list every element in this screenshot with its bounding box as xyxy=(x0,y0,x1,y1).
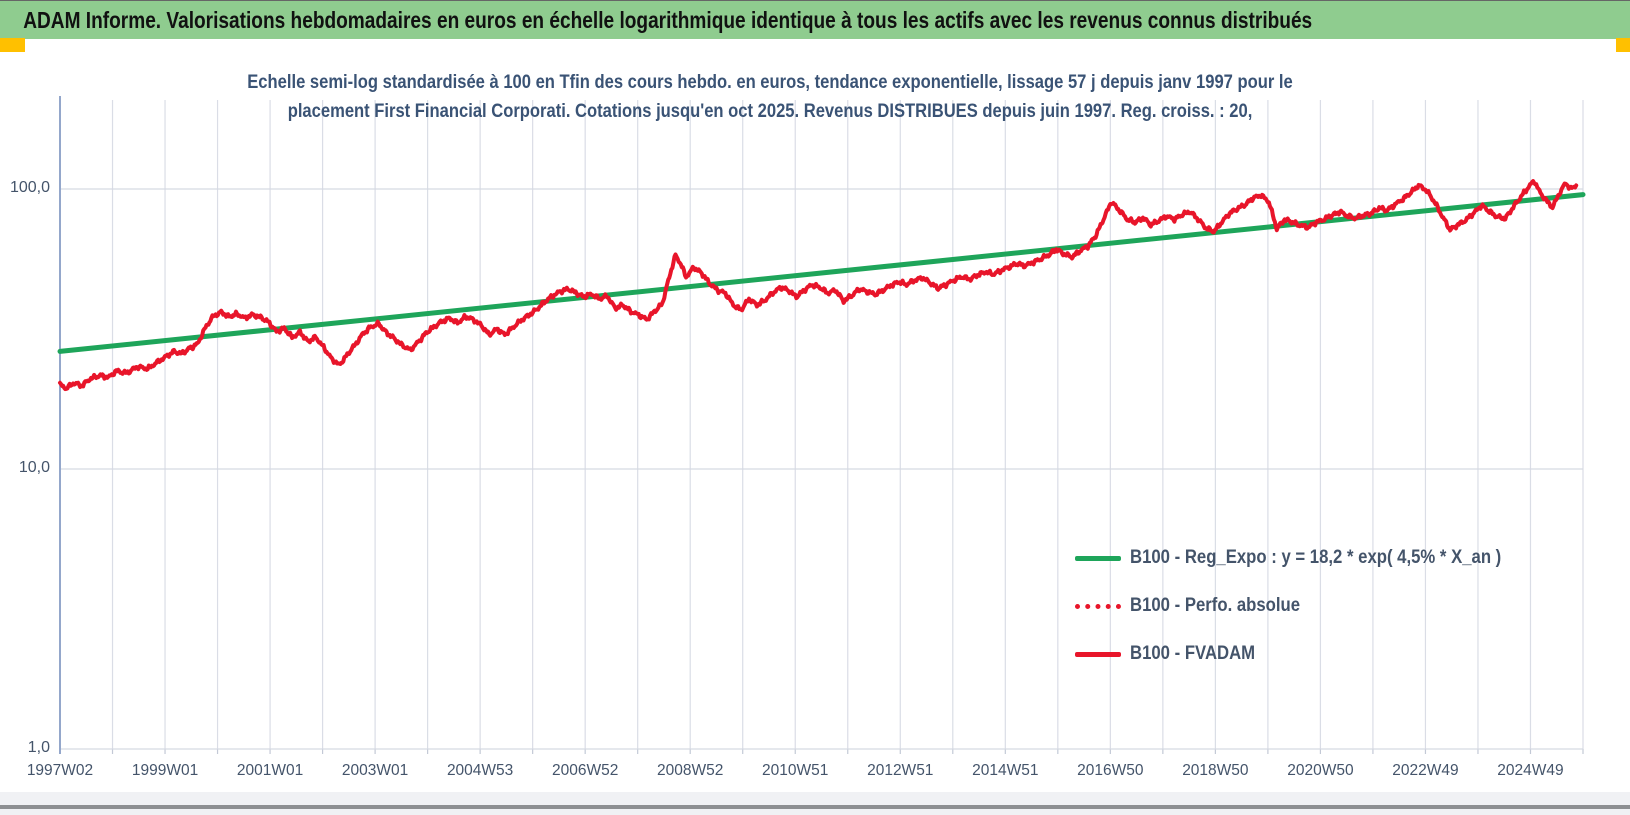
x-tick-label: 2014W51 xyxy=(972,762,1039,779)
chart-area[interactable]: Echelle semi-log standardisée à 100 en T… xyxy=(0,52,1630,792)
title-banner: ADAM Informe. Valorisations hebdomadaire… xyxy=(0,0,1630,39)
chart-title: Echelle semi-log standardisée à 100 en T… xyxy=(30,68,1510,126)
x-tick-label: 1997W02 xyxy=(26,762,94,779)
x-tick-label: 2022W49 xyxy=(1392,762,1459,779)
legend-item[interactable]: B100 - Perfo. absolue xyxy=(1075,582,1552,630)
x-tick-label: 2020W50 xyxy=(1287,762,1354,779)
x-tick-label: 2024W49 xyxy=(1497,762,1564,779)
x-tick-label: 2012W51 xyxy=(867,762,934,779)
x-tick-label: 2008W52 xyxy=(657,762,724,779)
x-tick-label: 2006W52 xyxy=(551,762,619,779)
x-axis-labels: 1997W02 1999W01 2001W01 2003W01 2004W53 2006W… xyxy=(0,762,1630,788)
legend-item[interactable]: B100 - Reg_Expo : y = 18,2 * exp( 4,5% *… xyxy=(1075,534,1552,582)
series-fvadam-line xyxy=(58,179,1579,392)
legend-dotted-line-icon xyxy=(1075,603,1121,609)
legend-solid-line-icon xyxy=(1075,555,1121,561)
series-reg-expo-line xyxy=(57,192,1586,354)
yellow-accent-left-icon xyxy=(0,38,25,52)
x-tick-label: 2016W50 xyxy=(1077,762,1144,779)
legend-solid-line-icon xyxy=(1075,651,1121,657)
legend-label: B100 - Perfo. absolue xyxy=(1130,595,1301,616)
y-tick-label: 100,0 xyxy=(9,179,50,196)
bottom-strip xyxy=(0,792,1630,815)
y-axis-labels: 1,0 10,0 100,0 xyxy=(0,0,52,815)
chart-legend[interactable]: B100 - Reg_Expo : y = 18,2 * exp( 4,5% *… xyxy=(1075,534,1552,678)
x-tick-label: 2001W01 xyxy=(236,762,304,779)
yellow-accent-right-icon xyxy=(1616,38,1630,52)
window-bottom-border xyxy=(0,805,1630,809)
page-title: ADAM Informe. Valorisations hebdomadaire… xyxy=(23,6,1313,33)
x-tick-label: 2018W50 xyxy=(1182,762,1249,779)
legend-label: B100 - Reg_Expo : y = 18,2 * exp( 4,5% *… xyxy=(1130,547,1502,568)
chart-title-line1: Echelle semi-log standardisée à 100 en T… xyxy=(247,71,1293,93)
x-tick-label: 2010W51 xyxy=(762,762,829,779)
chart-title-line2: placement First Financial Corporati. Cot… xyxy=(287,100,1253,122)
legend-item[interactable]: B100 - FVADAM xyxy=(1075,630,1552,678)
x-tick-label: 2004W53 xyxy=(446,762,514,779)
x-tick-label: 1999W01 xyxy=(131,762,199,779)
y-tick-label: 1,0 xyxy=(27,739,50,756)
legend-label: B100 - FVADAM xyxy=(1130,643,1256,664)
y-tick-label: 10,0 xyxy=(18,459,50,476)
x-tick-label: 2003W01 xyxy=(341,762,409,779)
